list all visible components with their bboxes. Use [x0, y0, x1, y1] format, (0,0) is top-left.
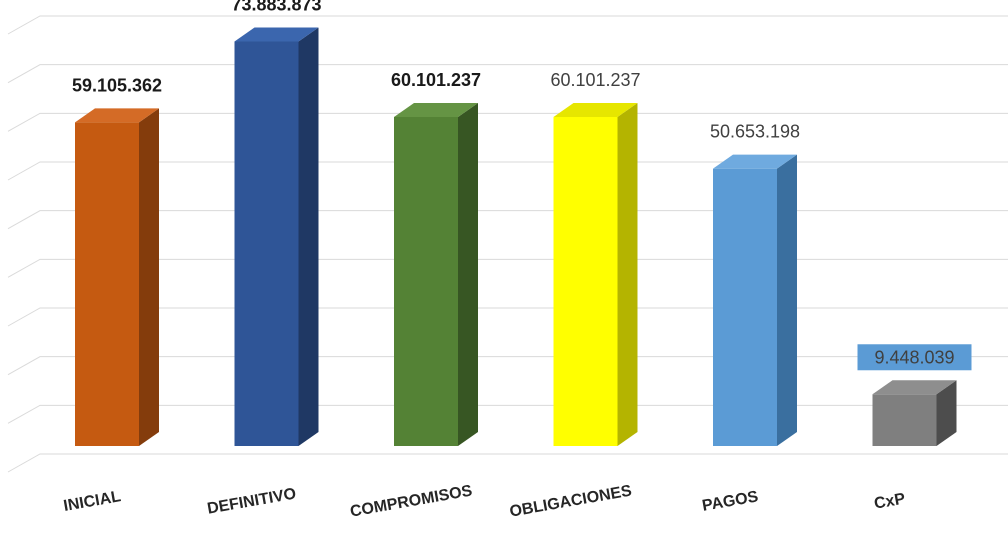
gridline — [7, 161, 1008, 181]
gridline — [7, 356, 1008, 376]
gridline — [7, 112, 1008, 132]
bar-front — [234, 41, 299, 447]
bar-side — [139, 108, 159, 447]
bar — [553, 102, 638, 446]
data-label: 73.883.873 — [231, 0, 321, 14]
bar-side — [458, 102, 478, 446]
category-label: CxP — [873, 490, 907, 512]
bar — [234, 27, 319, 447]
bar-top — [394, 102, 478, 117]
bar-top — [75, 108, 159, 123]
category-label: INICIAL — [62, 488, 122, 515]
bar-top — [553, 102, 638, 117]
bar — [713, 154, 797, 446]
gridline — [7, 453, 1008, 473]
data-label: 60.101.237 — [550, 70, 640, 90]
bar-front — [553, 116, 618, 446]
bar — [75, 108, 159, 447]
category-label: COMPROMISOS — [349, 482, 474, 520]
bar-top — [234, 27, 319, 42]
data-label: 59.105.362 — [72, 75, 162, 95]
data-label: 60.101.237 — [391, 70, 481, 90]
bar-front — [713, 168, 777, 446]
gridline — [7, 258, 1008, 278]
gridline — [7, 404, 1008, 424]
bars — [75, 27, 957, 447]
category-labels: INICIAL DEFINITIVO COMPROMISOS OBLIGACIONES… — [62, 482, 907, 520]
bar — [394, 102, 478, 446]
gridline — [7, 210, 1008, 230]
bar — [872, 380, 957, 446]
data-label-highlight — [857, 344, 972, 371]
gridlines — [7, 15, 1008, 473]
category-label: PAGOS — [701, 488, 760, 515]
bar-side — [617, 102, 638, 446]
bar-side — [298, 27, 319, 446]
gridline — [7, 15, 1008, 35]
data-label: 50.653.198 — [710, 122, 800, 142]
bar-side — [936, 380, 957, 446]
data-labels: 59.105.362 73.883.873 60.101.237 60.101.237… — [72, 0, 972, 371]
bar-front — [75, 122, 139, 447]
gridline — [7, 307, 1008, 327]
bar-front — [394, 116, 458, 446]
gridline — [7, 64, 1008, 84]
bar-top — [872, 380, 957, 395]
bar-front — [872, 394, 937, 446]
bar-side — [777, 154, 797, 446]
data-label: 9.448.039 — [874, 347, 954, 367]
category-label: DEFINITIVO — [206, 485, 297, 517]
category-label: OBLIGACIONES — [508, 482, 633, 520]
bar-top — [713, 154, 797, 169]
